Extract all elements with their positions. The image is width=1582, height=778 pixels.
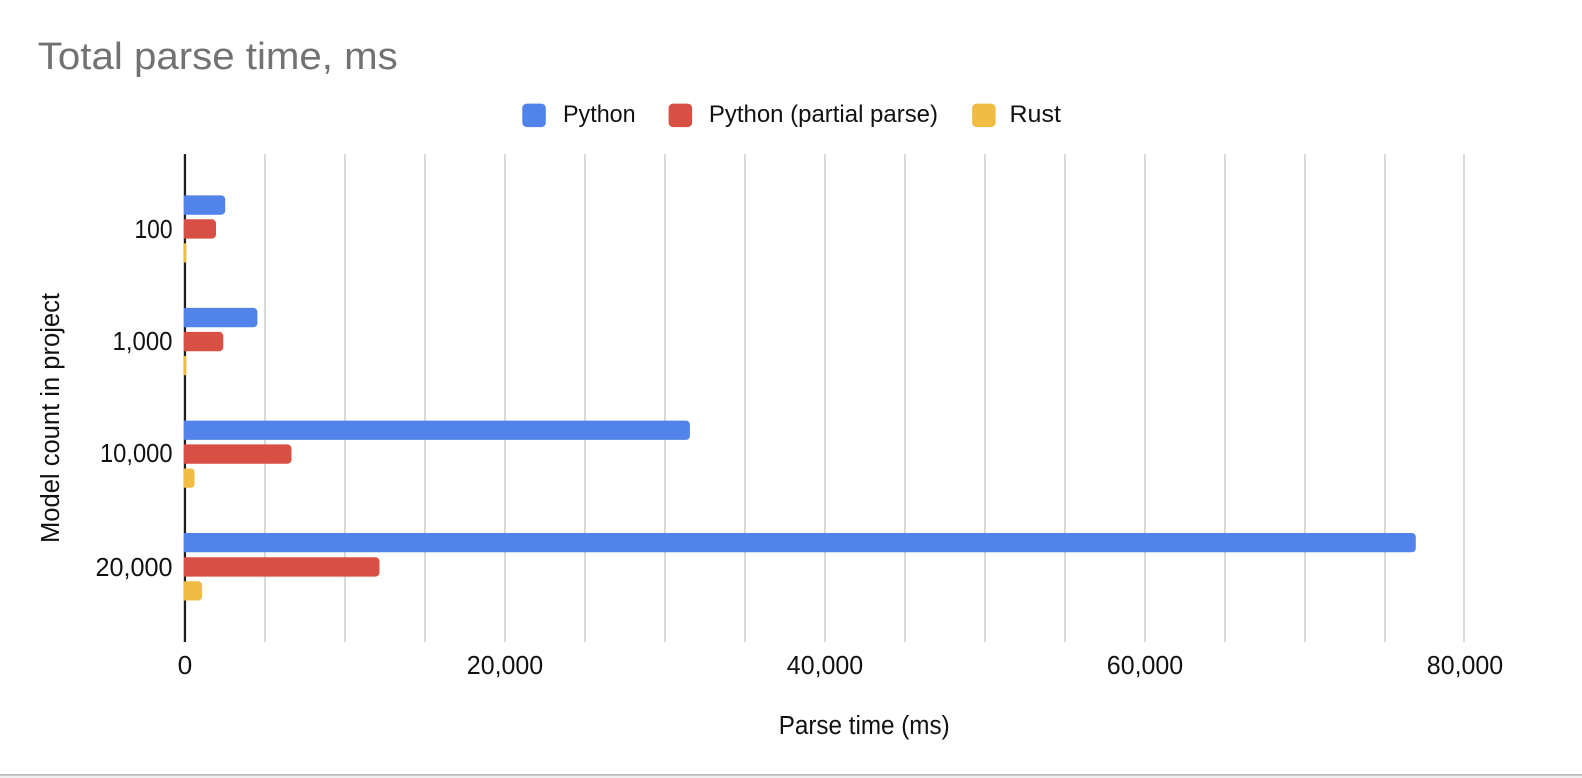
svg-text:1,000: 1,000 — [113, 326, 173, 356]
svg-text:60,000: 60,000 — [1107, 650, 1183, 680]
svg-text:80,000: 80,000 — [1427, 650, 1503, 680]
svg-text:10,000: 10,000 — [100, 438, 173, 468]
svg-text:0: 0 — [178, 650, 193, 680]
svg-text:100: 100 — [135, 214, 173, 244]
svg-text:Model count in project: Model count in project — [35, 292, 65, 543]
svg-text:Python (partial parse): Python (partial parse) — [709, 101, 938, 128]
svg-text:Python: Python — [563, 101, 636, 128]
svg-text:20,000: 20,000 — [467, 650, 543, 680]
svg-text:Parse time (ms): Parse time (ms) — [779, 710, 950, 740]
svg-text:20,000: 20,000 — [96, 552, 173, 582]
svg-text:Rust: Rust — [1010, 101, 1062, 128]
svg-text:Total parse time, ms: Total parse time, ms — [38, 35, 398, 77]
svg-text:40,000: 40,000 — [787, 650, 863, 680]
